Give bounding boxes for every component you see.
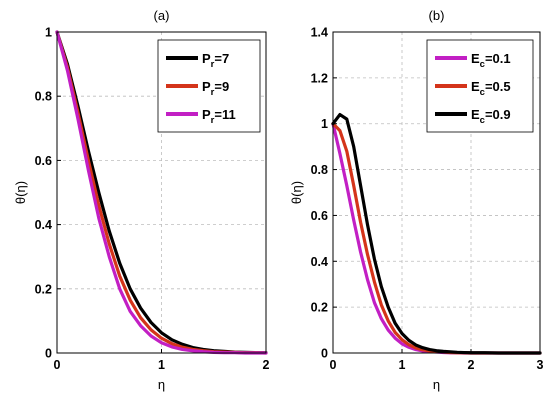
legend-label-0: Pr=7	[202, 51, 229, 70]
y-tick-label: 0.8	[311, 163, 328, 177]
y-axis-label: θ(η)	[13, 181, 28, 204]
x-tick-label: 2	[263, 358, 270, 372]
x-tick-label: 1	[399, 358, 406, 372]
y-tick-label: 0.4	[35, 218, 52, 232]
chart-title: (a)	[154, 8, 170, 23]
y-axis-label: θ(η)	[289, 181, 304, 204]
panel-b: 0 1 2 300.20.40.60.811.21.4(b)ηθ(η)Ec=0.1Ec…	[289, 8, 544, 392]
panel-a: 0 1 2 0 0.2 0.4 0.6 0.8 1 (a) η θ(η) Pr=7 Pr=9 Pr=11	[13, 8, 270, 392]
y-tick-label: 0	[321, 347, 328, 361]
legend-label-1: Pr=9	[202, 79, 229, 98]
y-tick-label: 0.4	[311, 255, 328, 269]
y-tick-label: 1	[321, 117, 328, 131]
y-tick-label: 0.2	[311, 301, 328, 315]
x-tick-label: 1	[158, 358, 165, 372]
y-tick-label: 0.6	[311, 209, 328, 223]
y-tick-label: 1.4	[311, 26, 328, 40]
y-tick-label: 1	[45, 26, 52, 40]
x-tick-label: 0	[54, 358, 61, 372]
x-axis-label: η	[158, 377, 165, 392]
x-tick-label: 0	[330, 358, 337, 372]
y-tick-label: 1.2	[311, 71, 328, 85]
legend-label-2: Ec=0.9	[471, 107, 511, 126]
x-tick-label: 3	[537, 358, 544, 372]
y-tick-label: 0	[45, 347, 52, 361]
y-tick-label: 0.6	[35, 154, 52, 168]
x-axis-label: η	[433, 377, 440, 392]
legend: Pr=7 Pr=9 Pr=11	[157, 39, 261, 133]
legend-label-0: Ec=0.1	[471, 51, 511, 70]
y-tick-label: 0.2	[35, 282, 52, 296]
legend-label-2: Pr=11	[202, 107, 236, 126]
legend-label-1: Ec=0.5	[471, 79, 511, 98]
legend: Ec=0.1 Ec=0.5 Ec=0.9	[426, 39, 534, 133]
chart-title: (b)	[429, 8, 445, 23]
x-tick-label: 2	[468, 358, 475, 372]
y-tick-label: 0.8	[35, 90, 52, 104]
plot-frame	[332, 31, 541, 354]
